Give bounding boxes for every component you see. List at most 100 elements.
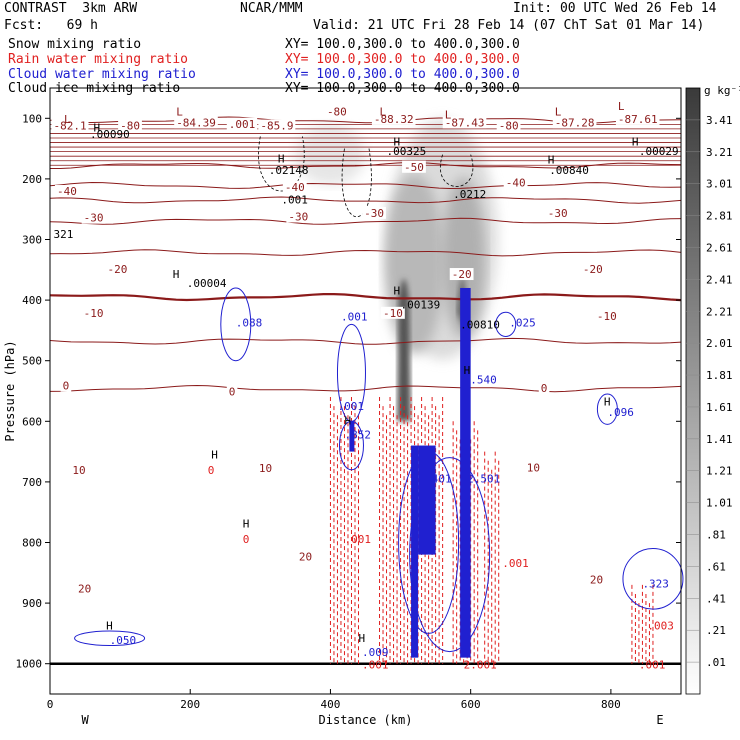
cloud-water-core bbox=[418, 445, 436, 555]
colorbar-label: 3.01 bbox=[706, 178, 733, 191]
contour-label: -30 bbox=[548, 207, 568, 220]
contour-label-bg bbox=[105, 263, 130, 276]
extremum-label: .02148 bbox=[269, 164, 309, 177]
contour-label-bg bbox=[70, 463, 88, 476]
valid-time: Valid: 21 UTC Fri 28 Feb 14 (07 ChT Sat … bbox=[313, 18, 705, 33]
extremum-label: 1.540 bbox=[464, 373, 497, 386]
colorbar-label: 1.01 bbox=[706, 497, 733, 510]
colorbar-label: 2.61 bbox=[706, 241, 733, 254]
colorbar-label: .61 bbox=[706, 560, 726, 573]
high-marker: H bbox=[604, 395, 611, 408]
high-marker: H bbox=[632, 135, 639, 148]
contour-label-bg bbox=[545, 206, 570, 219]
field-xy-snow: XY= 100.0,300.0 to 400.0,300.0 bbox=[285, 37, 520, 52]
contour-label-bg bbox=[449, 268, 474, 281]
cloud-water-contour bbox=[622, 548, 684, 610]
contour-label: -20 bbox=[107, 263, 127, 276]
field-label-snow: Snow mixing ratio bbox=[8, 37, 142, 52]
high-marker: H bbox=[394, 284, 401, 297]
field-label-cloud-water: Cloud water mixing ratio bbox=[8, 67, 196, 82]
contour-label: -87.43 bbox=[445, 117, 485, 130]
contour-label: 10 bbox=[527, 461, 540, 474]
contour-label-bg bbox=[615, 112, 660, 125]
colorbar-label: 1.81 bbox=[706, 369, 733, 382]
colorbar-label: .41 bbox=[706, 592, 726, 605]
cloud-ice-contour bbox=[258, 136, 305, 192]
high-marker: H bbox=[358, 632, 365, 645]
contour-label-bg bbox=[552, 116, 597, 129]
cloud-water-contour bbox=[596, 393, 618, 425]
extremum-label: .025 bbox=[509, 317, 536, 330]
y-tick-label: 300 bbox=[22, 234, 42, 247]
contour-label: -82.1 bbox=[54, 120, 87, 133]
extremum-label: .003 bbox=[647, 620, 674, 633]
contour-label-bg bbox=[594, 309, 619, 322]
contour-label-bg bbox=[51, 119, 89, 132]
low-marker: L bbox=[64, 113, 71, 126]
extremum-label: .088 bbox=[236, 317, 262, 330]
extremum-label: 0 bbox=[243, 533, 250, 546]
contour-label: 0 bbox=[229, 386, 236, 399]
high-marker: H bbox=[548, 154, 555, 167]
field-xy-rain: XY= 100.0,300.0 to 400.0,300.0 bbox=[285, 52, 520, 67]
contour-label-bg bbox=[324, 105, 349, 118]
y-tick-label: 900 bbox=[22, 597, 42, 610]
extremum-label: 2.501 bbox=[467, 472, 500, 485]
low-marker: L bbox=[618, 100, 625, 113]
cloud-water-core bbox=[411, 445, 419, 658]
contour-label: -85.9 bbox=[260, 120, 293, 133]
snow-shading-upper bbox=[295, 124, 366, 185]
east-label: E bbox=[656, 713, 663, 727]
contour-label-bg bbox=[60, 379, 72, 392]
cloud-water-contour bbox=[74, 630, 146, 647]
y-tick-label: 100 bbox=[22, 112, 42, 125]
colorbar-label: 3.41 bbox=[706, 114, 733, 127]
extremum-label: .0212 bbox=[453, 188, 486, 201]
y-tick-label: 200 bbox=[22, 173, 42, 186]
colorbar-label: 1.41 bbox=[706, 433, 733, 446]
x-tick-label: 600 bbox=[461, 698, 481, 711]
init-time: Init: 00 UTC Wed 26 Feb 14 bbox=[513, 1, 717, 16]
contour-label-bg bbox=[226, 385, 238, 398]
extremum-label: .001 bbox=[639, 658, 666, 671]
isotherm-line bbox=[49, 293, 682, 302]
high-marker: H bbox=[106, 620, 113, 633]
isotherm-line bbox=[49, 217, 682, 225]
x-axis-label: Distance (km) bbox=[319, 713, 413, 727]
contour-label: -20 bbox=[583, 263, 603, 276]
snow-shading-east bbox=[441, 177, 486, 338]
colorbar-label: 1.21 bbox=[706, 465, 733, 478]
x-tick-label: 200 bbox=[180, 698, 200, 711]
contour-label: 10 bbox=[259, 462, 272, 475]
extremum-label: 321 bbox=[54, 228, 74, 241]
contour-label: -87.28 bbox=[555, 117, 595, 130]
contour-label-bg bbox=[503, 176, 528, 189]
cloud-water-contour bbox=[495, 311, 517, 337]
high-marker: H bbox=[278, 152, 285, 165]
contour-label-bg bbox=[118, 119, 142, 132]
y-tick-label: 800 bbox=[22, 537, 42, 550]
contour-label: 0 bbox=[541, 382, 548, 395]
contour-label: 0 bbox=[63, 380, 70, 393]
contour-label: 20 bbox=[78, 583, 91, 596]
high-marker: H bbox=[93, 121, 100, 134]
high-marker: H bbox=[344, 415, 351, 428]
contour-label: -10 bbox=[383, 307, 403, 320]
contour-label-bg bbox=[174, 116, 218, 129]
contour-label-bg bbox=[55, 185, 79, 198]
extremum-label: .001 bbox=[337, 400, 364, 413]
contour-label: .001 bbox=[229, 118, 256, 131]
cloud-water-core bbox=[460, 287, 471, 658]
colorbar-label: 2.21 bbox=[706, 305, 733, 318]
high-marker: H bbox=[394, 135, 401, 148]
x-tick-label: 0 bbox=[47, 698, 54, 711]
extremum-label: .050 bbox=[110, 634, 137, 647]
extremum-label: .323 bbox=[642, 578, 669, 591]
contour-label-bg bbox=[226, 117, 258, 130]
y-axis-label: Pressure (hPa) bbox=[3, 340, 17, 441]
high-marker: H bbox=[173, 268, 180, 281]
x-tick-label: 800 bbox=[601, 698, 621, 711]
cloud-water-contour bbox=[409, 457, 491, 653]
y-tick-label: 400 bbox=[22, 294, 42, 307]
contour-label-bg bbox=[282, 180, 307, 193]
